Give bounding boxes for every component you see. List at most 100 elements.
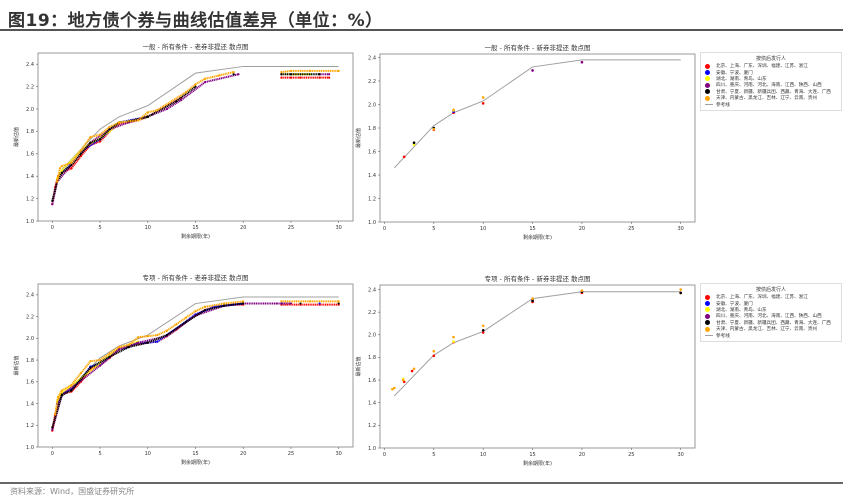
chart-title: 专项 - 所有条件 - 老券非提还 散点图 xyxy=(142,273,248,282)
legend-marker-icon xyxy=(705,326,710,332)
series-trace xyxy=(70,372,82,386)
series-trace xyxy=(90,355,111,369)
x-tick-label: 5 xyxy=(432,452,435,458)
data-point xyxy=(146,111,149,114)
data-point xyxy=(203,305,207,308)
data-point xyxy=(432,354,436,358)
data-point xyxy=(70,167,73,170)
data-point xyxy=(184,320,188,324)
data-point xyxy=(51,428,54,431)
legend-marker-icon xyxy=(705,63,710,69)
data-point xyxy=(481,324,485,328)
legend-label: 天津、内蒙古、黑龙江、吉林、辽宁、云南、贵州 xyxy=(716,96,818,102)
series-trace xyxy=(137,111,149,121)
data-point xyxy=(318,76,321,79)
legend-item: 四川、重庆、河南、河北、海南、江西、陕西、山西 xyxy=(705,313,837,319)
data-point xyxy=(280,73,283,76)
y-tick-label: 2.0 xyxy=(26,336,34,342)
data-point xyxy=(180,98,183,102)
series-trace xyxy=(109,346,120,355)
legend-title: 按债后发行人 xyxy=(755,56,786,62)
reference-line xyxy=(393,59,681,169)
data-point xyxy=(580,289,584,292)
data-point xyxy=(308,69,312,73)
series-trace xyxy=(219,71,234,77)
legend-item: 天津、内蒙古、黑龙江、吉林、辽宁、云南、贵州 xyxy=(705,95,837,101)
series-trace xyxy=(56,164,73,183)
data-point xyxy=(679,288,682,291)
data-point xyxy=(184,316,188,319)
series-trace xyxy=(61,149,82,172)
series-trace xyxy=(70,381,82,393)
data-point xyxy=(452,335,455,339)
data-point xyxy=(79,149,83,152)
legend-label: 甘肃、宁夏、新疆、新疆兵团、西藏、青海、大连、广西 xyxy=(716,89,831,95)
series-trace xyxy=(99,348,120,367)
legend-label: 四川、重庆、河南、河北、海南、江西、陕西、山西 xyxy=(716,83,822,89)
data-point xyxy=(118,348,121,351)
plot-frame xyxy=(379,284,696,449)
data-point xyxy=(481,331,485,334)
y-tick-label: 1.6 xyxy=(26,152,34,158)
data-point xyxy=(165,107,168,111)
series-trace xyxy=(54,396,60,415)
data-point xyxy=(432,349,436,353)
legend-label: 湖北、湖南、青岛、山东 xyxy=(716,307,767,313)
legend-marker-icon xyxy=(705,320,710,326)
data-point xyxy=(98,364,102,367)
data-point xyxy=(531,299,534,303)
data-point xyxy=(203,77,207,80)
x-tick-label: 15 xyxy=(529,452,535,458)
series-5 xyxy=(432,96,485,131)
series-trace xyxy=(119,119,139,124)
y-tick-label: 1.0 xyxy=(26,219,34,225)
series-trace xyxy=(166,321,187,336)
x-tick-label: 5 xyxy=(98,225,101,231)
y-axis-label: 最新估值 xyxy=(13,127,20,147)
y-tick-label: 1.8 xyxy=(368,126,376,132)
x-tick-label: 20 xyxy=(240,225,246,231)
data-point xyxy=(98,140,102,143)
series-trace xyxy=(128,341,148,349)
x-tick-label: 15 xyxy=(529,226,535,232)
legend-bottom: 按债后发行人 北京、上海、广东、深圳、福建、江苏、浙江 安徽、宁波、厦门 湖北、湖南、… xyxy=(700,283,842,342)
x-tick-label: 0 xyxy=(51,225,54,231)
y-tick-label: 2.2 xyxy=(26,314,34,320)
data-point xyxy=(60,171,63,174)
data-point xyxy=(218,74,221,77)
legend-marker-icon xyxy=(705,82,710,88)
series-trace xyxy=(204,73,239,84)
legend-item: 甘肃、宁夏、新疆、新疆兵团、西藏、青海、大连、广西 xyxy=(705,320,837,326)
series-trace xyxy=(204,74,220,80)
data-point xyxy=(184,91,188,94)
data-point xyxy=(98,133,102,136)
data-point xyxy=(289,73,293,76)
y-tick-label: 1.0 xyxy=(368,446,376,452)
x-tick-label: 20 xyxy=(579,452,585,458)
y-tick-label: 1.2 xyxy=(26,196,34,202)
legend-item-reference: 参考线 xyxy=(705,332,837,339)
data-point xyxy=(146,341,149,344)
y-tick-label: 1.8 xyxy=(26,129,34,135)
data-point xyxy=(299,302,302,305)
legend-marker-icon xyxy=(705,76,710,82)
series-trace xyxy=(80,136,92,152)
data-point xyxy=(280,70,283,74)
x-tick-label: 5 xyxy=(432,226,435,232)
series-trace xyxy=(51,181,59,202)
legend-line-icon xyxy=(705,104,713,106)
data-point xyxy=(70,389,73,392)
x-tick-label: 10 xyxy=(480,452,486,458)
y-tick-label: 2.0 xyxy=(368,102,376,108)
data-point xyxy=(79,372,83,375)
data-point xyxy=(299,76,302,79)
series-trace xyxy=(195,305,215,316)
data-point xyxy=(70,161,73,164)
data-point xyxy=(51,199,54,202)
data-point xyxy=(89,135,92,139)
series-trace xyxy=(175,316,187,326)
y-tick-label: 2.4 xyxy=(26,62,34,68)
series-trace xyxy=(70,149,82,164)
data-point xyxy=(402,155,406,159)
